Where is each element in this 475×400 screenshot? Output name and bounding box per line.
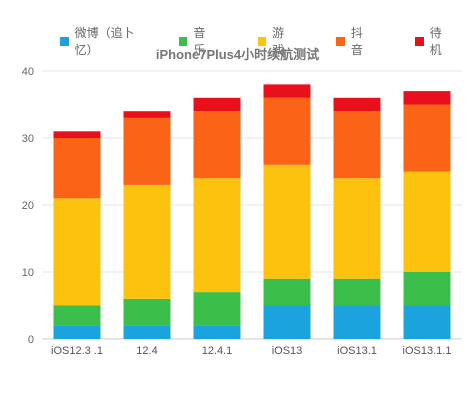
bar-segment-2-1: [193, 292, 241, 326]
bar-segment-4-3: [333, 111, 381, 179]
bar-segment-3-3: [263, 97, 311, 165]
legend-swatch-standby: [415, 36, 424, 46]
x-tick-label-3: iOS13: [272, 345, 303, 357]
bar-segment-1-2: [123, 184, 171, 299]
bar-segment-3-1: [263, 278, 311, 306]
legend-label-standby: 待机: [429, 26, 442, 57]
bar-segment-2-3: [193, 111, 241, 179]
y-tick-label-40: 40: [22, 66, 34, 78]
bar-segment-1-0: [123, 325, 171, 339]
bar-segment-3-0: [263, 305, 311, 339]
bar-segment-1-1: [123, 298, 171, 326]
legend-item-music: 音乐: [178, 24, 214, 58]
bar-segment-4-1: [333, 278, 381, 306]
legend-item-standby: 待机: [415, 24, 450, 58]
bar-segment-5-1: [403, 272, 451, 306]
y-tick-label-0: 0: [28, 334, 34, 346]
bar-segment-5-2: [403, 171, 451, 272]
legend-item-weibo: 微博（追卜忆）: [60, 24, 147, 58]
legend-swatch-douyin: [336, 36, 345, 46]
legend-swatch-weibo: [60, 36, 69, 46]
bar-segment-1-4: [123, 111, 171, 118]
chart-title: iPhone7Plus4小时续航测试: [155, 47, 320, 62]
x-tick-label-4: iOS13.1: [337, 345, 377, 357]
bar-segment-5-0: [403, 305, 451, 339]
bar-segment-0-3: [53, 138, 101, 199]
legend-label-music: 音乐: [193, 26, 206, 57]
bar-segment-4-0: [333, 305, 381, 339]
bar-segment-4-2: [333, 178, 381, 279]
bar-segment-3-2: [263, 164, 311, 279]
legend-label-weibo: 微博（追卜忆）: [74, 26, 135, 57]
bar-segment-0-2: [53, 198, 101, 306]
bar-segment-2-0: [193, 325, 241, 339]
bar-segment-2-2: [193, 178, 241, 293]
bar-segment-0-0: [53, 325, 101, 339]
legend-swatch-game: [257, 36, 267, 46]
y-tick-label-30: 30: [22, 133, 34, 145]
bar-segment-5-3: [403, 104, 451, 172]
legend-label-game: 游戏: [272, 26, 285, 57]
x-tick-label-0: iOS12.3 .1: [51, 345, 103, 357]
legend-item-douyin: 抖音: [336, 24, 371, 58]
x-tick-label-1: 12.4: [136, 345, 157, 357]
bar-segment-5-4: [403, 91, 451, 105]
legend: 微博（追卜忆） 音乐 游戏 抖音 待机: [60, 24, 470, 58]
legend-swatch-music: [178, 36, 188, 46]
bar-segment-1-3: [123, 117, 171, 185]
bar-segment-0-1: [53, 305, 101, 326]
x-tick-label-5: iOS13.1.1: [403, 345, 452, 357]
legend-item-game: 游戏: [257, 24, 293, 58]
bar-segment-4-4: [333, 97, 381, 112]
y-tick-label-10: 10: [22, 267, 34, 279]
legend-label-douyin: 抖音: [350, 26, 363, 57]
y-tick-label-20: 20: [22, 200, 34, 212]
bar-segment-0-4: [53, 131, 101, 138]
bar-segment-2-4: [193, 97, 241, 112]
x-tick-label-2: 12.4.1: [202, 345, 233, 357]
bar-segment-3-4: [263, 84, 311, 98]
